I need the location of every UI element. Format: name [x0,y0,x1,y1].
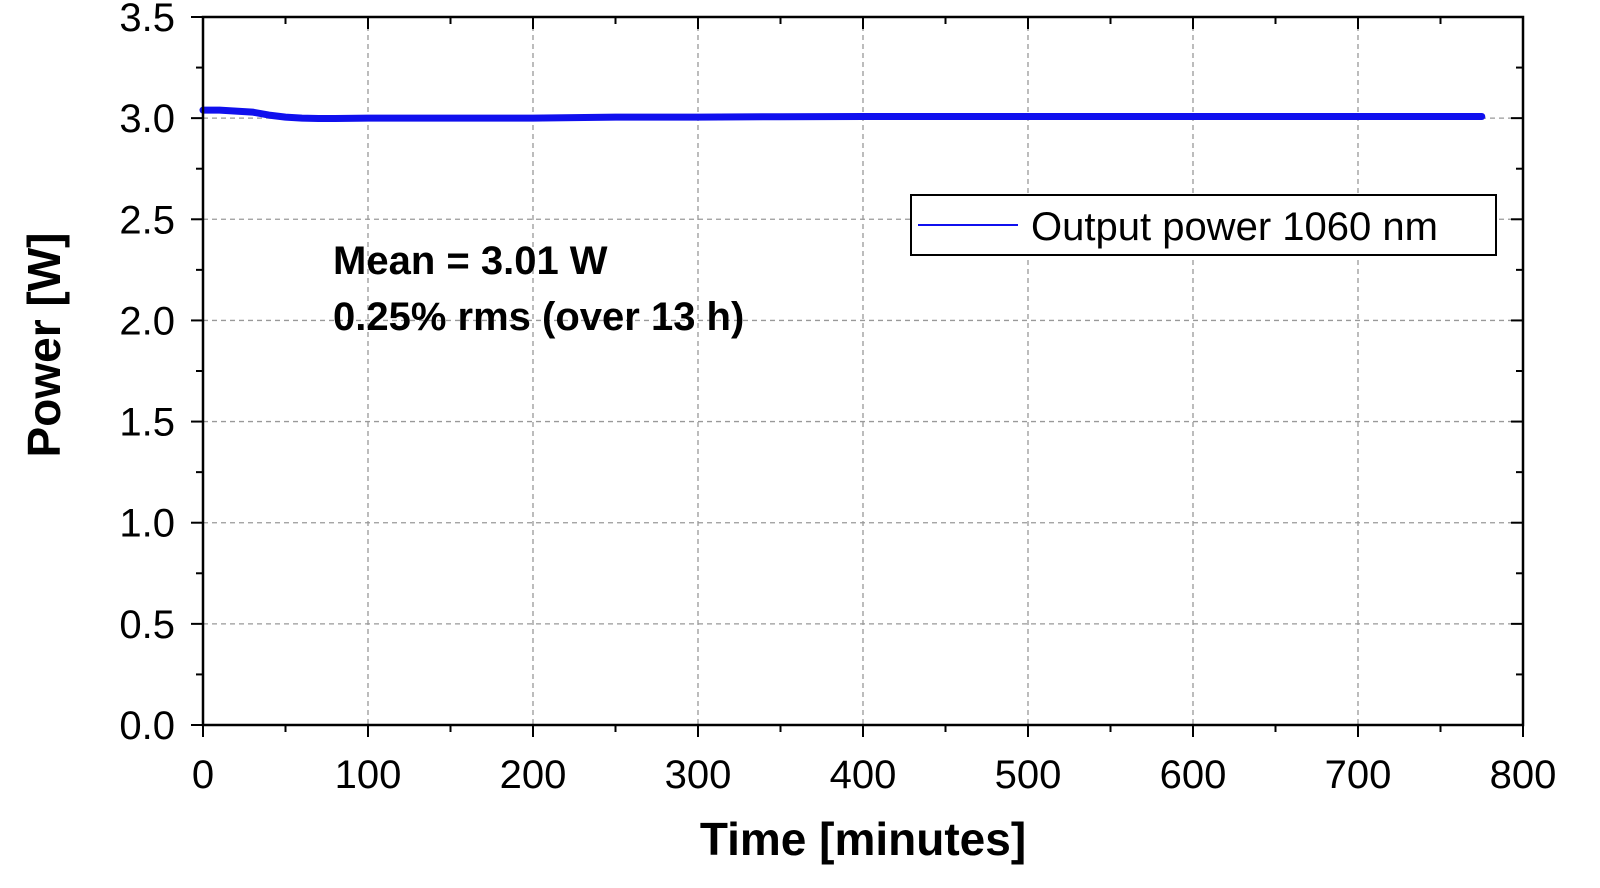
grid [203,16,1523,725]
legend-label: Output power 1060 nm [1031,205,1438,249]
x-tick-label: 500 [995,753,1062,797]
x-tick-label: 100 [335,753,402,797]
y-tick-labels: 0.0 0.5 1.0 1.5 2.0 2.5 3.0 3.5 [119,0,175,748]
x-tick-labels: 0 100 200 300 400 500 600 700 800 [192,753,1557,797]
legend: Output power 1060 nm [910,194,1497,256]
y-tick-label: 1.0 [119,502,175,546]
y-tick-label: 2.5 [119,198,175,242]
x-tick-label: 300 [665,753,732,797]
x-axis-title: Time [minutes] [700,813,1026,865]
series-line [199,106,1486,122]
x-tick-label: 700 [1325,753,1392,797]
y-axis-title: Power [W] [18,233,70,458]
y-tick-label: 1.5 [119,401,175,445]
annotation-mean: Mean = 3.01 W [333,239,608,283]
annotation-rms: 0.25% rms (over 13 h) [333,295,744,339]
y-tick-label: 3.0 [119,97,175,141]
series-group [199,106,1486,122]
y-tick-label: 0.0 [119,704,175,748]
x-tick-label: 0 [192,753,214,797]
y-tick-label: 3.5 [119,0,175,40]
y-tick-label: 0.5 [119,603,175,647]
ticks [191,16,1524,737]
x-tick-label: 200 [500,753,567,797]
x-tick-label: 800 [1490,753,1557,797]
y-tick-label: 2.0 [119,299,175,343]
x-tick-label: 600 [1160,753,1227,797]
x-tick-label: 400 [830,753,897,797]
